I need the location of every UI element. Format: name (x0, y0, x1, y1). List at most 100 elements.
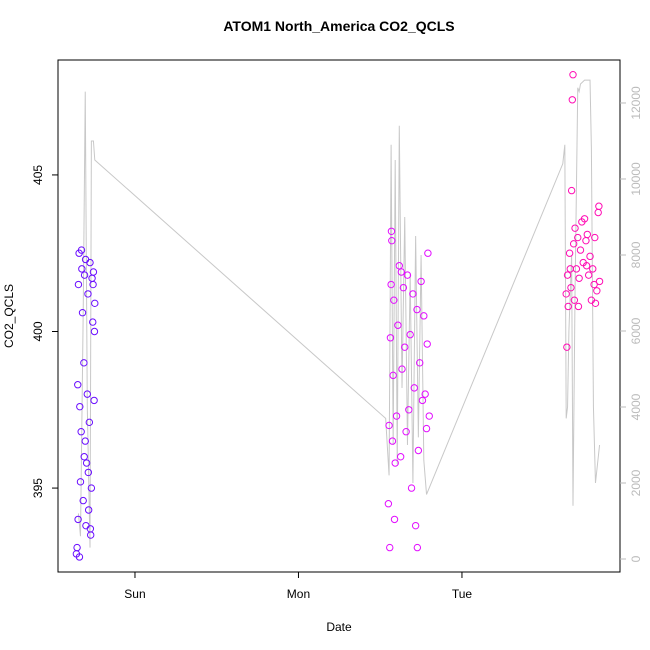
point (589, 265, 597, 273)
point (82, 459, 91, 467)
point (563, 271, 572, 279)
point (413, 305, 421, 314)
point (584, 271, 593, 279)
point (77, 428, 85, 436)
point (423, 340, 431, 348)
point (77, 246, 86, 254)
point (417, 277, 425, 286)
x-axis-label: Date (326, 620, 352, 634)
point (575, 274, 583, 282)
point (386, 543, 394, 552)
y2-tick-label: 12000 (629, 86, 643, 120)
point (395, 262, 403, 270)
point (78, 309, 87, 317)
point (567, 186, 576, 195)
point (582, 236, 590, 245)
point (390, 515, 399, 524)
point (594, 208, 602, 217)
chart-title: ATOM1 North_America CO2_QCLS (223, 18, 454, 34)
y2-tick-label: 8000 (629, 241, 643, 268)
point (84, 506, 93, 514)
point (399, 283, 408, 292)
point (401, 343, 409, 351)
point (420, 312, 428, 320)
point (84, 468, 93, 477)
point (564, 302, 572, 311)
point (424, 249, 432, 257)
point (90, 396, 98, 405)
point (418, 396, 427, 405)
point (409, 290, 417, 298)
point (80, 271, 89, 279)
y2-tick-label: 2000 (629, 469, 643, 496)
plot-frame (57, 59, 621, 573)
point (87, 484, 96, 492)
point (571, 224, 579, 232)
point (413, 543, 422, 552)
point (397, 268, 406, 276)
point (385, 421, 393, 430)
point (410, 384, 418, 392)
point (422, 424, 431, 433)
y-axis-label: CO2_QCLS (2, 284, 16, 348)
point (590, 280, 598, 289)
point (89, 318, 97, 326)
point (591, 233, 599, 242)
point (569, 71, 577, 79)
line (77, 79, 601, 548)
point (82, 521, 90, 530)
y-tick-label: 400 (31, 321, 45, 341)
point (73, 543, 81, 552)
point (569, 240, 578, 248)
point (391, 459, 399, 467)
point (88, 274, 96, 282)
point (387, 227, 396, 235)
point (86, 531, 95, 539)
point (567, 283, 575, 292)
point (388, 236, 396, 245)
point (562, 290, 570, 298)
point (76, 478, 85, 486)
y2-tick-label: 10000 (629, 162, 643, 196)
point (570, 296, 579, 304)
point (405, 406, 413, 414)
point (402, 428, 410, 436)
point (386, 334, 395, 342)
point (81, 255, 90, 264)
y2-tick-label: 4000 (629, 393, 643, 420)
point (580, 215, 589, 223)
point (81, 437, 89, 445)
point (406, 330, 414, 339)
point (74, 381, 82, 389)
point (79, 496, 87, 505)
point (593, 287, 601, 295)
point (563, 343, 571, 351)
point (414, 446, 423, 455)
point (390, 296, 398, 304)
point (416, 359, 424, 367)
point (91, 299, 99, 308)
x-tick-label: Sun (124, 587, 145, 601)
point (568, 96, 577, 104)
point (396, 453, 405, 461)
point (595, 202, 603, 210)
point (572, 265, 581, 273)
point (425, 412, 433, 420)
point (566, 265, 574, 273)
point (574, 233, 582, 242)
point (86, 258, 94, 267)
point (387, 280, 395, 289)
point (574, 302, 583, 311)
point (565, 249, 574, 257)
point (80, 359, 88, 367)
y2-tick-label: 6000 (629, 317, 643, 344)
point (384, 500, 393, 508)
point (74, 280, 83, 289)
x-tick-label: Tue (452, 587, 473, 601)
point (403, 271, 412, 279)
point (85, 418, 94, 427)
point (398, 365, 406, 373)
point (421, 390, 429, 398)
point (75, 553, 84, 561)
